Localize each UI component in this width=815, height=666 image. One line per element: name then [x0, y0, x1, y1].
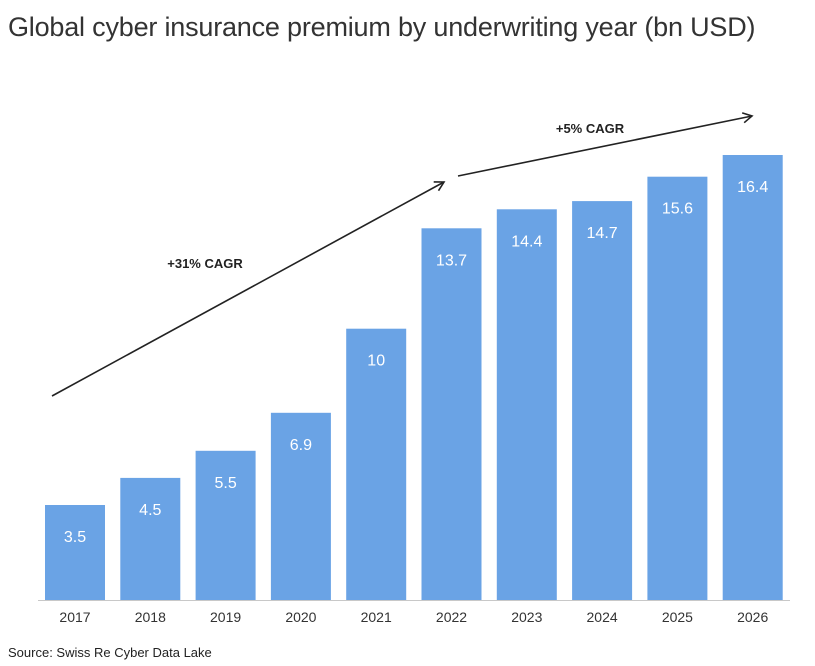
data-label-2024: 14.7: [587, 225, 618, 242]
x-tick-2017: 2017: [59, 609, 90, 625]
x-tick-labels: 2017 2018 2019 2020 2021 2022 2023 2024 2025 2026: [59, 609, 768, 625]
data-label-2023: 14.4: [511, 233, 542, 250]
x-tick-2018: 2018: [135, 609, 166, 625]
bar-2019: [195, 450, 256, 600]
data-label-2025: 15.6: [662, 201, 693, 218]
bar-2017: [45, 505, 105, 600]
chart-title: Global cyber insurance premium by underw…: [8, 12, 756, 42]
x-tick-2022: 2022: [436, 609, 467, 625]
source-note: Source: Swiss Re Cyber Data Lake: [8, 645, 212, 660]
cagr-arrow-2: [457, 112, 754, 177]
data-label-2020: 6.9: [290, 437, 312, 454]
data-label-2022: 13.7: [436, 252, 467, 269]
bar-2021: [346, 328, 407, 600]
bar-2025: [647, 176, 708, 600]
cagr-label-2: +5% CAGR: [556, 121, 625, 136]
bars-group: 3.5 4.5 5.5 6.9 10 13.7 14.4 14.7 15.6 16.4: [45, 155, 783, 601]
x-tick-2023: 2023: [511, 609, 542, 625]
data-label-2021: 10: [367, 353, 385, 370]
x-tick-2026: 2026: [737, 609, 768, 625]
data-label-2026: 16.4: [737, 179, 768, 196]
data-label-2018: 4.5: [139, 502, 161, 519]
cagr-annotations: +31% CAGR +5% CAGR: [51, 112, 754, 397]
bar-2020: [270, 412, 331, 600]
x-tick-2021: 2021: [361, 609, 392, 625]
data-label-2019: 5.5: [214, 475, 236, 492]
x-tick-2020: 2020: [285, 609, 316, 625]
bar-2018: [120, 477, 181, 600]
x-tick-2019: 2019: [210, 609, 241, 625]
cagr-label-1: +31% CAGR: [167, 256, 243, 271]
x-tick-2024: 2024: [587, 609, 618, 625]
bar-2024: [572, 201, 633, 600]
data-label-2017: 3.5: [64, 529, 86, 546]
bar-2023: [496, 209, 557, 601]
bar-2026: [722, 155, 783, 600]
x-tick-2025: 2025: [662, 609, 693, 625]
bar-2022: [421, 228, 482, 601]
cagr-arrow-1: [51, 181, 446, 397]
